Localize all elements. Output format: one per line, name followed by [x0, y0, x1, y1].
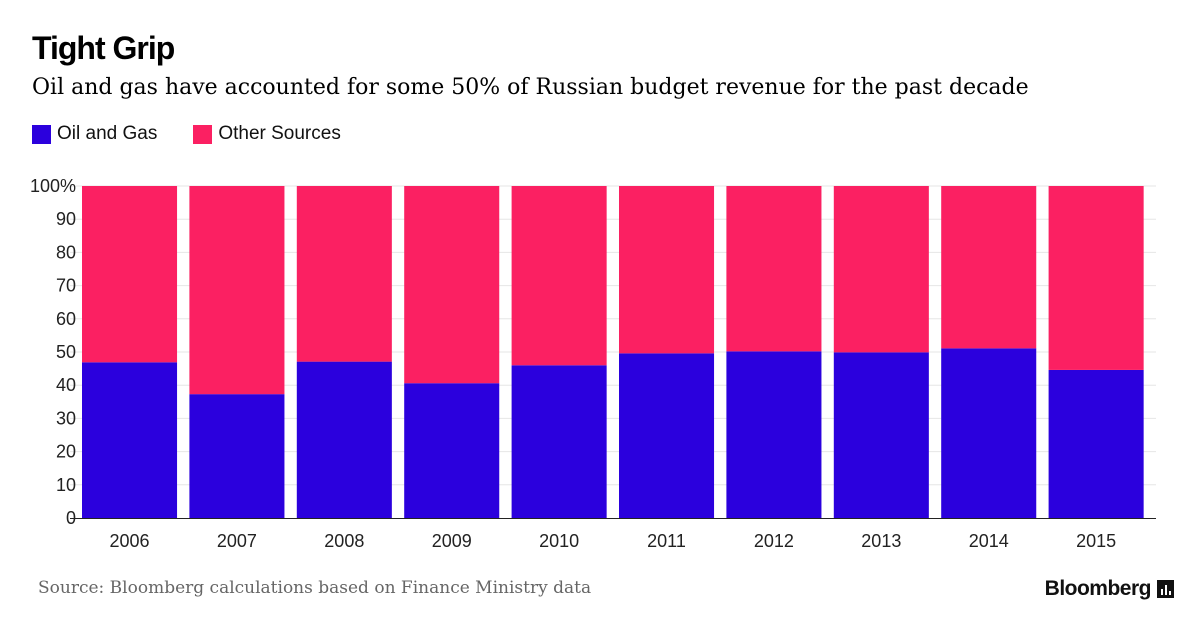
bar-other-sources-2013 — [833, 186, 929, 353]
x-tick-label: 2007 — [217, 531, 257, 551]
y-tick-label: 20 — [56, 442, 76, 462]
brand-logo: Bloomberg — [1045, 577, 1174, 601]
source-note: Source: Bloomberg calculations based on … — [38, 578, 592, 598]
bar-oil-and-gas-2013 — [833, 352, 929, 518]
bar-oil-and-gas-2006 — [82, 362, 178, 518]
bar-other-sources-2014 — [941, 186, 1037, 349]
x-tick-label: 2010 — [539, 531, 579, 551]
y-tick-label: 80 — [56, 242, 76, 262]
y-tick-label: 10 — [56, 475, 76, 495]
bar-oil-and-gas-2008 — [296, 361, 392, 518]
x-tick-label: 2014 — [969, 531, 1009, 551]
y-tick-label: 100% — [30, 176, 76, 196]
bar-oil-and-gas-2007 — [189, 394, 285, 518]
legend-item-other-sources: Other Sources — [193, 123, 341, 145]
bar-other-sources-2015 — [1048, 186, 1144, 370]
x-tick-label: 2015 — [1076, 531, 1116, 551]
x-tick-label: 2012 — [754, 531, 794, 551]
bar-oil-and-gas-2009 — [404, 383, 500, 518]
bar-oil-and-gas-2014 — [941, 348, 1037, 518]
bar-other-sources-2007 — [189, 186, 285, 395]
bar-other-sources-2006 — [82, 186, 178, 363]
bar-other-sources-2008 — [296, 186, 392, 362]
x-tick-label: 2013 — [861, 531, 901, 551]
x-tick-label: 2006 — [110, 531, 150, 551]
legend-swatch-oil-and-gas — [32, 124, 51, 144]
legend: Oil and Gas Other Sources — [32, 123, 377, 145]
x-tick-label: 2011 — [647, 531, 686, 551]
y-tick-label: 30 — [56, 408, 76, 428]
bar-other-sources-2011 — [619, 186, 715, 354]
bar-other-sources-2010 — [511, 186, 607, 366]
bar-oil-and-gas-2012 — [726, 351, 822, 518]
y-tick-label: 60 — [56, 309, 76, 329]
y-tick-label: 50 — [56, 342, 76, 362]
y-tick-label: 40 — [56, 375, 76, 395]
brand-name: Bloomberg — [1044, 577, 1152, 600]
legend-label-other-sources: Other Sources — [218, 123, 341, 144]
bar-oil-and-gas-2010 — [511, 365, 607, 518]
bar-other-sources-2012 — [726, 186, 822, 352]
y-tick-label: 90 — [56, 209, 76, 229]
bar-chart-icon — [1157, 580, 1174, 598]
bar-other-sources-2009 — [404, 186, 500, 384]
x-tick-label: 2009 — [432, 531, 472, 551]
chart-subtitle: Oil and gas have accounted for some 50% … — [32, 75, 1029, 100]
legend-label-oil-and-gas: Oil and Gas — [57, 123, 158, 144]
chart-title: Tight Grip — [32, 30, 175, 66]
bar-oil-and-gas-2011 — [619, 353, 715, 518]
y-tick-label: 70 — [56, 276, 76, 296]
bar-oil-and-gas-2015 — [1048, 369, 1144, 518]
legend-item-oil-and-gas: Oil and Gas — [32, 123, 157, 145]
x-tick-label: 2008 — [324, 531, 364, 551]
legend-swatch-other-sources — [193, 124, 213, 144]
